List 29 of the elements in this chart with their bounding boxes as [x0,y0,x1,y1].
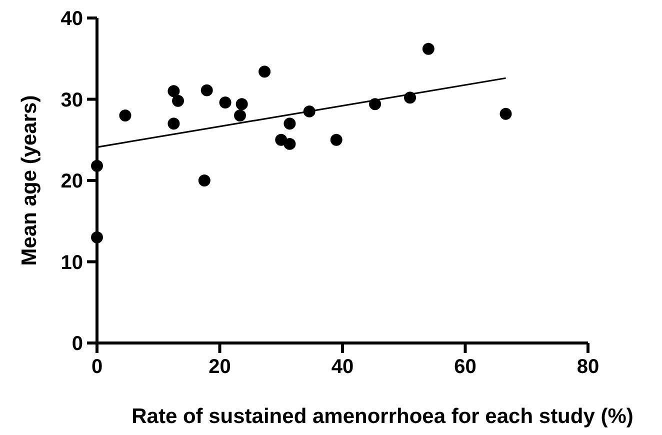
point [219,96,232,108]
point [236,98,248,110]
y-tick-label: 0 [72,333,83,355]
point [91,231,103,244]
point [258,66,271,78]
point [500,108,512,120]
x-tick-label: 40 [331,356,354,378]
point [91,160,103,172]
y-tick-label: 40 [60,8,83,30]
point [284,118,296,130]
y-axis-title: Mean age (years) [18,95,41,266]
x-tick-label: 80 [576,356,600,378]
y-tick-label: 30 [60,89,83,112]
point [168,85,180,98]
x-tick-label: 0 [91,356,103,378]
point [234,110,246,122]
x-axis-title: Rate of sustained amenorrhoea for each study (%) [132,405,634,428]
point [172,94,184,107]
point [168,118,180,130]
point [200,84,213,96]
x-tick-label: 20 [208,356,231,378]
point [198,174,210,186]
y-tick-label: 20 [60,170,83,192]
y-tick-label: 10 [60,252,83,274]
point [119,110,132,122]
point [330,134,342,146]
x-tick-label: 60 [454,356,476,378]
point [422,42,434,55]
point [284,138,296,150]
